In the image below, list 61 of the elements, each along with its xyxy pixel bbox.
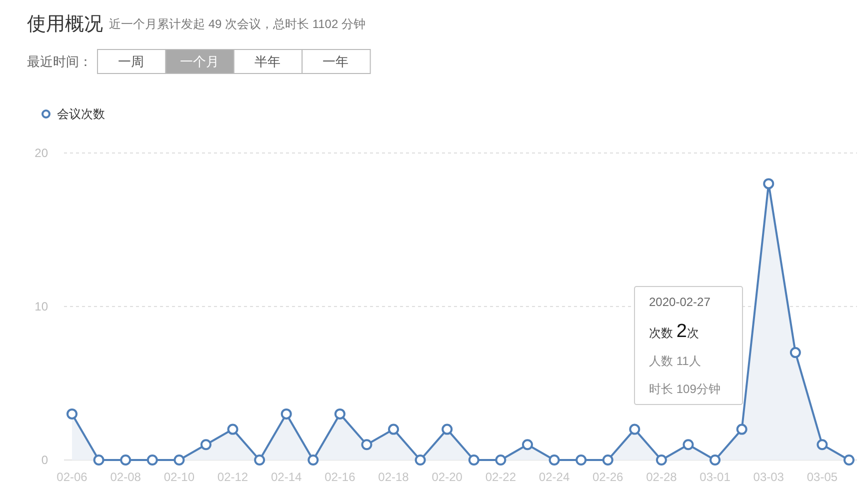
chart-title: 使用概况 (27, 14, 103, 35)
point (66, 408, 78, 420)
point (174, 454, 185, 466)
annotation: 次数 2次 (649, 321, 699, 342)
point (280, 408, 292, 420)
point (682, 439, 694, 450)
point (656, 454, 667, 466)
button: 一个月 (165, 49, 234, 74)
x-tick-label: 02-16 (324, 470, 356, 484)
point (576, 454, 587, 466)
point (844, 454, 854, 466)
x-tick-label: 03-05 (806, 470, 838, 484)
point (710, 454, 721, 466)
chart-subtitle: 近一个月累计发起 49 次会议，总时长 1102 分钟 (109, 17, 366, 31)
y-tick-label: 20 (34, 146, 48, 160)
x-tick-label: 03-01 (700, 470, 731, 484)
annotation: 人数 11人 (649, 354, 701, 368)
legend: 会议次数 (42, 107, 105, 121)
x-tick-label: 02-14 (270, 470, 302, 484)
point (522, 439, 533, 450)
x-tick-label: 02-06 (56, 470, 88, 484)
x-tick-label: 02-10 (164, 470, 195, 484)
x-tick-label: 03-03 (753, 470, 784, 484)
point (816, 439, 828, 450)
button: 一年 (302, 49, 371, 74)
y-tick-label: 0 (41, 453, 48, 467)
x-tick-label: 02-24 (538, 470, 570, 484)
point (763, 178, 774, 190)
point (388, 424, 400, 435)
point (602, 454, 614, 466)
point (254, 454, 266, 466)
x-tick-label: 02-12 (217, 470, 248, 484)
point (495, 454, 506, 466)
x-tick-label: 02-20 (432, 470, 463, 484)
point (120, 454, 132, 466)
point (308, 454, 319, 466)
x-tick-label: 02-26 (592, 470, 624, 484)
point (790, 347, 801, 358)
point (736, 424, 748, 435)
point (200, 439, 212, 450)
legend-label: 会议次数 (57, 107, 105, 121)
x-tick-label: 02-18 (378, 470, 410, 484)
x-tick-label: 02-22 (485, 470, 516, 484)
point (146, 454, 158, 466)
point (548, 454, 560, 466)
annotation: 时长 109分钟 (649, 382, 720, 396)
button: 一周 (97, 49, 166, 74)
point (227, 424, 238, 435)
button: 半年 (233, 49, 303, 74)
point (361, 439, 372, 450)
x-tick-label: 02-28 (646, 470, 678, 484)
point (468, 454, 480, 466)
y-tick-label: 10 (34, 300, 48, 314)
x-tick-label: 02-08 (110, 470, 142, 484)
point (442, 424, 453, 435)
text: 最近时间： (27, 54, 92, 69)
point (93, 454, 104, 466)
point (414, 454, 426, 466)
point (629, 424, 640, 435)
point (334, 408, 346, 420)
annotation: 2020-02-27 (649, 295, 711, 309)
